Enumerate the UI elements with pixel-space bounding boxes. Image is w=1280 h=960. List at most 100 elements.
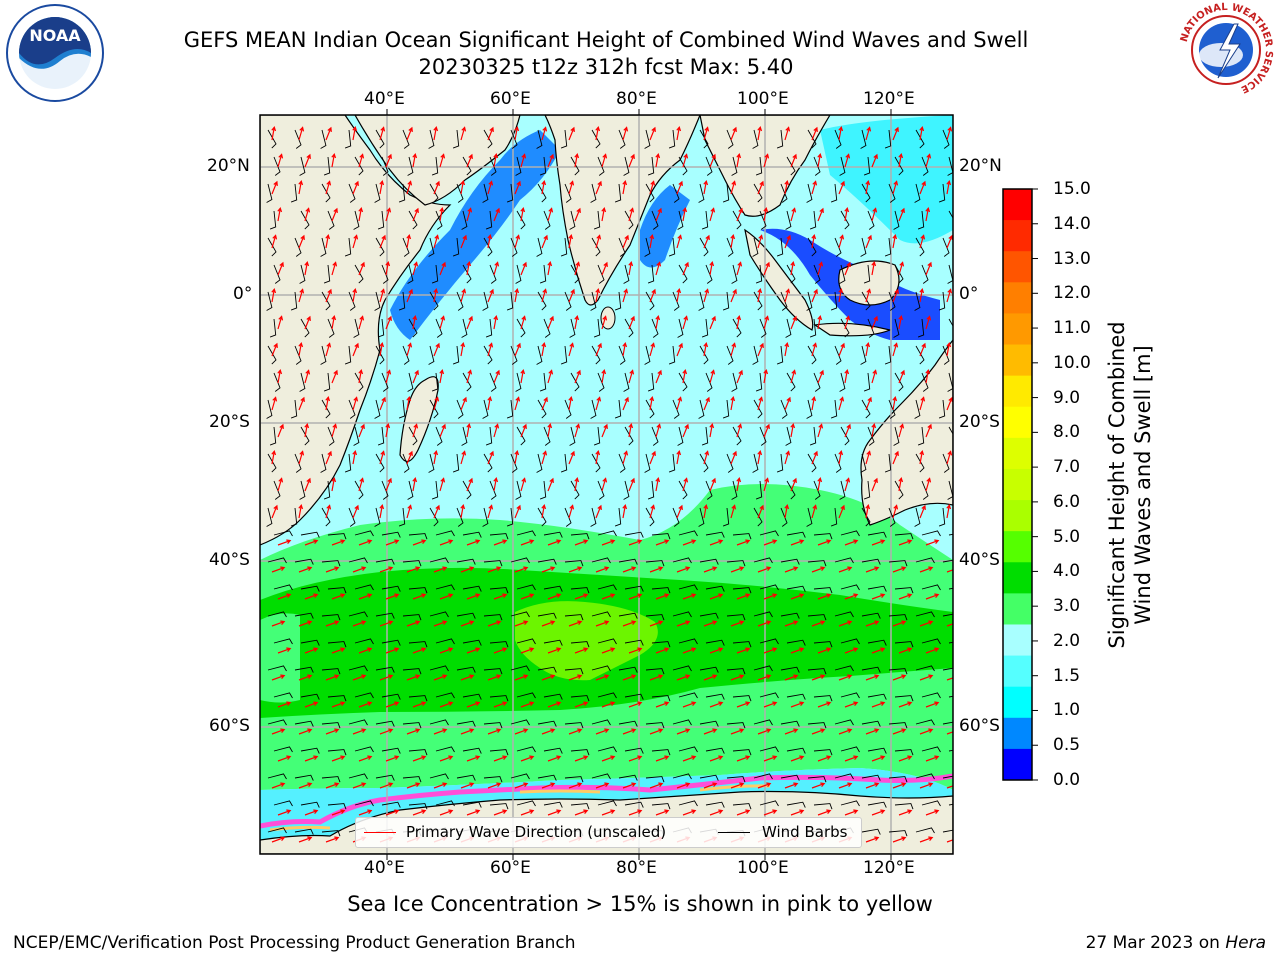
wind-barb bbox=[888, 507, 896, 527]
wind-barb bbox=[840, 584, 860, 591]
wave-direction-arrow bbox=[709, 647, 724, 654]
wind-barb bbox=[830, 183, 838, 203]
wave-direction-arrow bbox=[547, 701, 562, 708]
wave-direction-arrow bbox=[352, 125, 358, 141]
wave-direction-arrow bbox=[757, 782, 772, 789]
wave-direction-arrow bbox=[925, 809, 940, 816]
wave-direction-arrow bbox=[493, 647, 508, 654]
wave-direction-arrow bbox=[898, 809, 913, 816]
wave-direction-arrow bbox=[676, 620, 691, 627]
wind-barb bbox=[813, 533, 833, 540]
wave-direction-arrow bbox=[277, 153, 284, 168]
wave-direction-arrow bbox=[946, 785, 953, 789]
wave-direction-arrow bbox=[925, 315, 932, 330]
wind-barb bbox=[327, 587, 347, 594]
wind-barb bbox=[321, 291, 331, 311]
wind-barb bbox=[374, 291, 381, 311]
wind-barb bbox=[840, 746, 860, 753]
wave-direction-arrow bbox=[709, 207, 716, 222]
wave-direction-arrow bbox=[487, 620, 502, 627]
wave-direction-arrow bbox=[703, 728, 718, 735]
wind-barb bbox=[321, 399, 331, 419]
wind-barb bbox=[354, 372, 364, 392]
wind-barb bbox=[698, 507, 705, 527]
wind-barb bbox=[867, 210, 875, 230]
wind-barb bbox=[867, 426, 875, 446]
wind-barb bbox=[699, 720, 719, 727]
wind-barb bbox=[807, 129, 817, 149]
wave-direction-arrow bbox=[649, 782, 664, 789]
wind-barb bbox=[516, 746, 536, 753]
wind-barb bbox=[407, 372, 414, 392]
wave-direction-arrow bbox=[784, 728, 799, 735]
wave-direction-arrow bbox=[655, 539, 670, 546]
wave-direction-arrow bbox=[568, 180, 575, 195]
wind-barb bbox=[381, 480, 389, 500]
wind-barb bbox=[429, 665, 449, 672]
wave-direction-arrow bbox=[271, 504, 278, 519]
wave-direction-arrow bbox=[514, 620, 529, 627]
wave-direction-arrow bbox=[838, 180, 845, 195]
wind-barb bbox=[353, 318, 360, 338]
wind-barb bbox=[489, 641, 509, 648]
wind-barb bbox=[785, 318, 792, 338]
wind-barb bbox=[672, 557, 692, 564]
wind-barb bbox=[564, 183, 572, 203]
wind-barb bbox=[698, 399, 705, 419]
wave-direction-arrow bbox=[730, 342, 737, 357]
wind-barb bbox=[516, 210, 526, 230]
wave-direction-arrow bbox=[946, 623, 953, 627]
wave-direction-arrow bbox=[460, 728, 475, 735]
wind-barb bbox=[780, 558, 800, 565]
wave-direction-arrow bbox=[811, 395, 817, 411]
wind-barb bbox=[590, 507, 597, 527]
wave-direction-arrow bbox=[871, 593, 886, 600]
wind-barb bbox=[722, 183, 730, 203]
wind-barb bbox=[861, 612, 881, 619]
wave-direction-arrow bbox=[865, 728, 880, 735]
wind-barb bbox=[705, 585, 725, 592]
wave-direction-arrow bbox=[379, 288, 386, 303]
lat-label-right-40s: 40°S bbox=[959, 550, 1000, 570]
wave-direction-arrow bbox=[811, 126, 818, 141]
wave-direction-arrow bbox=[460, 674, 475, 681]
wind-barb bbox=[483, 722, 503, 729]
wave-direction-arrow bbox=[568, 674, 583, 681]
wind-barb bbox=[888, 291, 896, 311]
wind-barb bbox=[294, 453, 302, 473]
lon-label-bottom-100e: 100°E bbox=[737, 858, 789, 878]
wind-barb bbox=[677, 318, 684, 338]
wave-direction-arrow bbox=[865, 234, 872, 249]
wave-direction-arrow bbox=[703, 126, 710, 141]
wave-direction-arrow bbox=[487, 342, 494, 357]
wave-direction-arrow bbox=[790, 153, 797, 168]
wind-barb bbox=[668, 237, 676, 257]
wave-direction-arrow bbox=[352, 566, 367, 573]
wind-barb bbox=[726, 345, 734, 365]
wind-barb bbox=[516, 638, 536, 645]
lon-label-bottom-60e: 60°E bbox=[490, 858, 531, 878]
wave-direction-arrow bbox=[817, 476, 823, 492]
wind-barb bbox=[483, 237, 493, 257]
map-legend: Primary Wave Direction (unscaled) Wind B… bbox=[355, 817, 862, 848]
wind-barb bbox=[353, 210, 360, 230]
wind-barb bbox=[461, 210, 468, 230]
wave-direction-arrow bbox=[736, 593, 751, 600]
wind-barb bbox=[483, 614, 503, 621]
colorbar-label: 8.0 bbox=[1053, 422, 1081, 443]
wave-direction-arrow bbox=[757, 396, 764, 411]
wave-direction-arrow bbox=[277, 368, 283, 384]
wind-barb bbox=[759, 530, 779, 537]
wave-direction-arrow bbox=[784, 782, 799, 789]
wind-barb bbox=[482, 507, 489, 527]
wave-direction-arrow bbox=[493, 701, 508, 708]
wave-direction-arrow bbox=[547, 809, 562, 816]
wave-direction-arrow bbox=[547, 593, 562, 600]
wind-barb bbox=[462, 585, 482, 592]
wave-direction-arrow bbox=[352, 342, 359, 357]
wave-direction-arrow bbox=[541, 620, 556, 627]
wind-barb bbox=[834, 719, 854, 726]
wind-barb bbox=[915, 557, 935, 564]
wave-direction-arrow bbox=[412, 647, 427, 654]
lat-label-left-60s: 60°S bbox=[209, 716, 250, 736]
